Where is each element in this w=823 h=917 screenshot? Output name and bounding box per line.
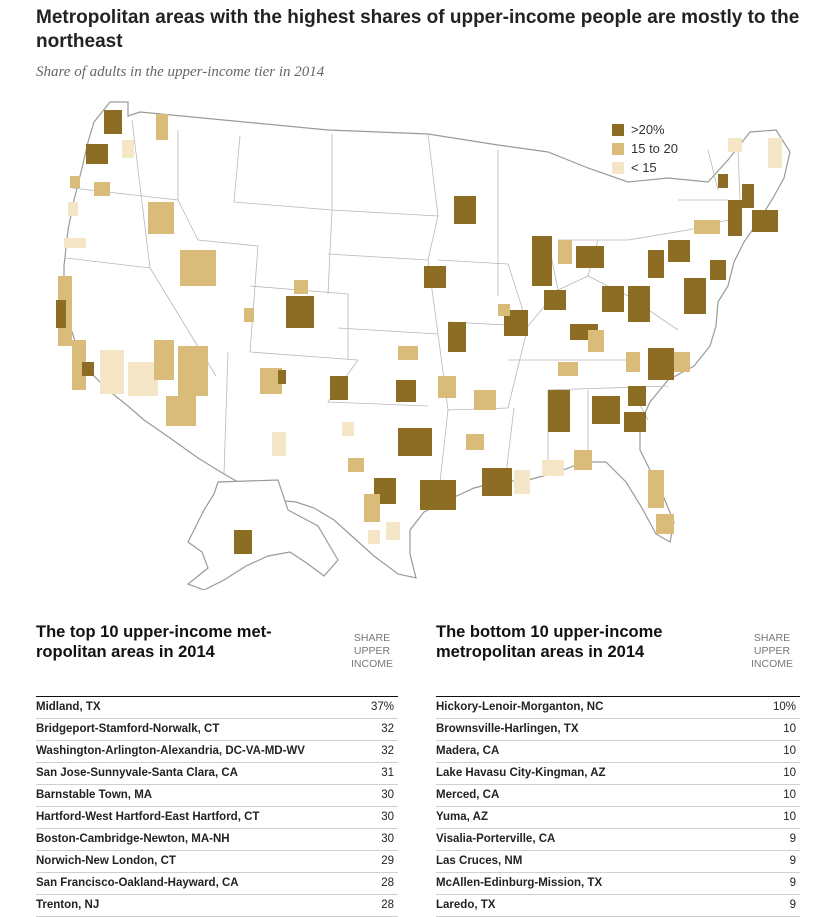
us-metro-map [56,101,791,590]
legend-swatch [612,161,624,174]
area-name: Visalia-Porterville, CA [436,833,556,845]
metro-areas [56,110,782,554]
legend-item: 15 to 20 [612,139,678,158]
share-value: 10 [783,767,796,779]
area-name: Bridgeport-Stamford-Norwalk, CT [36,723,220,735]
legend-label: >20% [631,122,665,137]
table-row: Trenton, NJ 28 [36,895,398,917]
column-header-line: SHARE [753,632,791,644]
area-name: Boston-Cambridge-Newton, MA-NH [36,833,230,845]
share-value: 9 [789,877,796,889]
legend-swatch [612,142,624,155]
area-name: Midland, TX [36,701,101,713]
share-value: 30 [381,789,394,801]
share-value: 10 [783,723,796,735]
area-name: San Francisco-Oakland-Hayward, CA [36,877,239,889]
table-row: San Francisco-Oakland-Hayward, CA 28 [36,873,398,895]
table-row: Visalia-Porterville, CA 9 [436,829,800,851]
legend-label: < 15 [631,160,657,175]
share-value: 31 [381,767,394,779]
table-title: The top 10 upper-income met- ropolitan a… [36,622,398,662]
table-row: Brownsville-Harlingen, TX 10 [436,719,800,741]
area-name: Barnstable Town, MA [36,789,153,801]
table-title-line: The top 10 upper-income met- [36,623,272,641]
area-name: Laredo, TX [436,899,496,911]
share-value: 10 [783,745,796,757]
table-row: Las Cruces, NM 9 [436,851,800,873]
share-value: 29 [381,855,394,867]
share-value: 9 [789,855,796,867]
column-header-line: INCOME [751,658,793,670]
area-name: Trenton, NJ [36,899,100,911]
area-name: Lake Havasu City-Kingman, AZ [436,767,606,779]
table-row: Hickory-Lenoir-Morganton, NC 10% [436,696,800,719]
column-header-line: SHARE [353,632,391,644]
table-row: Midland, TX 37% [36,696,398,719]
column-header: SHARE UPPER INCOME [342,632,402,671]
table-rows: Midland, TX 37% Bridgeport-Stamford-Norwa… [36,696,398,917]
chart-title: Metropolitan areas with the highest shar… [36,7,800,52]
legend: >20% 15 to 20 < 15 [612,120,678,177]
legend-item: < 15 [612,158,678,177]
table-rows: Hickory-Lenoir-Morganton, NC 10% Brownsvi… [436,696,800,917]
share-value: 32 [381,723,394,735]
top10-table: The top 10 upper-income met- ropolitan a… [36,622,398,917]
table-row: San Jose-Sunnyvale-Santa Clara, CA 31 [36,763,398,785]
table-row: Madera, CA 10 [436,741,800,763]
table-title: The bottom 10 upper-income metropolitan … [436,622,800,662]
table-row: Hartford-West Hartford-East Hartford, CT… [36,807,398,829]
legend-swatch [612,123,624,136]
area-name: San Jose-Sunnyvale-Santa Clara, CA [36,767,238,779]
alaska-outline [186,479,339,590]
us-outline [63,101,791,579]
area-name: Brownsville-Harlingen, TX [436,723,579,735]
share-value: 9 [789,833,796,845]
table-row: Boston-Cambridge-Newton, MA-NH 30 [36,829,398,851]
share-value: 30 [381,833,394,845]
column-header: SHARE UPPER INCOME [742,632,802,671]
area-name: Norwich-New London, CT [36,855,176,867]
table-row: Barnstable Town, MA 30 [36,785,398,807]
table-row: McAllen-Edinburg-Mission, TX 9 [436,873,800,895]
area-name: Merced, CA [436,789,500,801]
column-header-line: UPPER [753,645,791,657]
table-row: Merced, CA 10 [436,785,800,807]
chart-subtitle: Share of adults in the upper-income tier… [36,64,325,80]
table-row: Laredo, TX 9 [436,895,800,917]
table-row: Yuma, AZ 10 [436,807,800,829]
legend-item: >20% [612,120,678,139]
table-row: Washington-Arlington-Alexandria, DC-VA-M… [36,741,398,763]
share-value: 28 [381,899,394,911]
area-name: Washington-Arlington-Alexandria, DC-VA-M… [36,745,305,757]
area-name: Madera, CA [436,745,500,757]
share-value: 9 [789,899,796,911]
share-value: 10 [783,789,796,801]
area-name: McAllen-Edinburg-Mission, TX [436,877,603,889]
table-title-line: The bottom 10 upper-income [436,623,663,641]
table-title-line: metropolitan areas in 2014 [436,643,645,661]
area-name: Las Cruces, NM [436,855,523,867]
share-value: 10 [783,811,796,823]
bottom10-table: The bottom 10 upper-income metropolitan … [436,622,800,917]
share-value: 30 [381,811,394,823]
area-name: Yuma, AZ [436,811,488,823]
share-value: 32 [381,745,394,757]
column-header-line: INCOME [351,658,393,670]
share-value: 10% [772,701,796,713]
area-name: Hartford-West Hartford-East Hartford, CT [36,811,260,823]
share-value: 28 [381,877,394,889]
table-row: Norwich-New London, CT 29 [36,851,398,873]
column-header-line: UPPER [353,645,391,657]
area-name: Hickory-Lenoir-Morganton, NC [436,701,604,713]
share-value: 37% [370,701,394,713]
table-title-line: ropolitan areas in 2014 [36,643,215,661]
table-row: Bridgeport-Stamford-Norwalk, CT 32 [36,719,398,741]
state-lines [65,119,741,501]
table-row: Lake Havasu City-Kingman, AZ 10 [436,763,800,785]
legend-label: 15 to 20 [631,141,678,156]
